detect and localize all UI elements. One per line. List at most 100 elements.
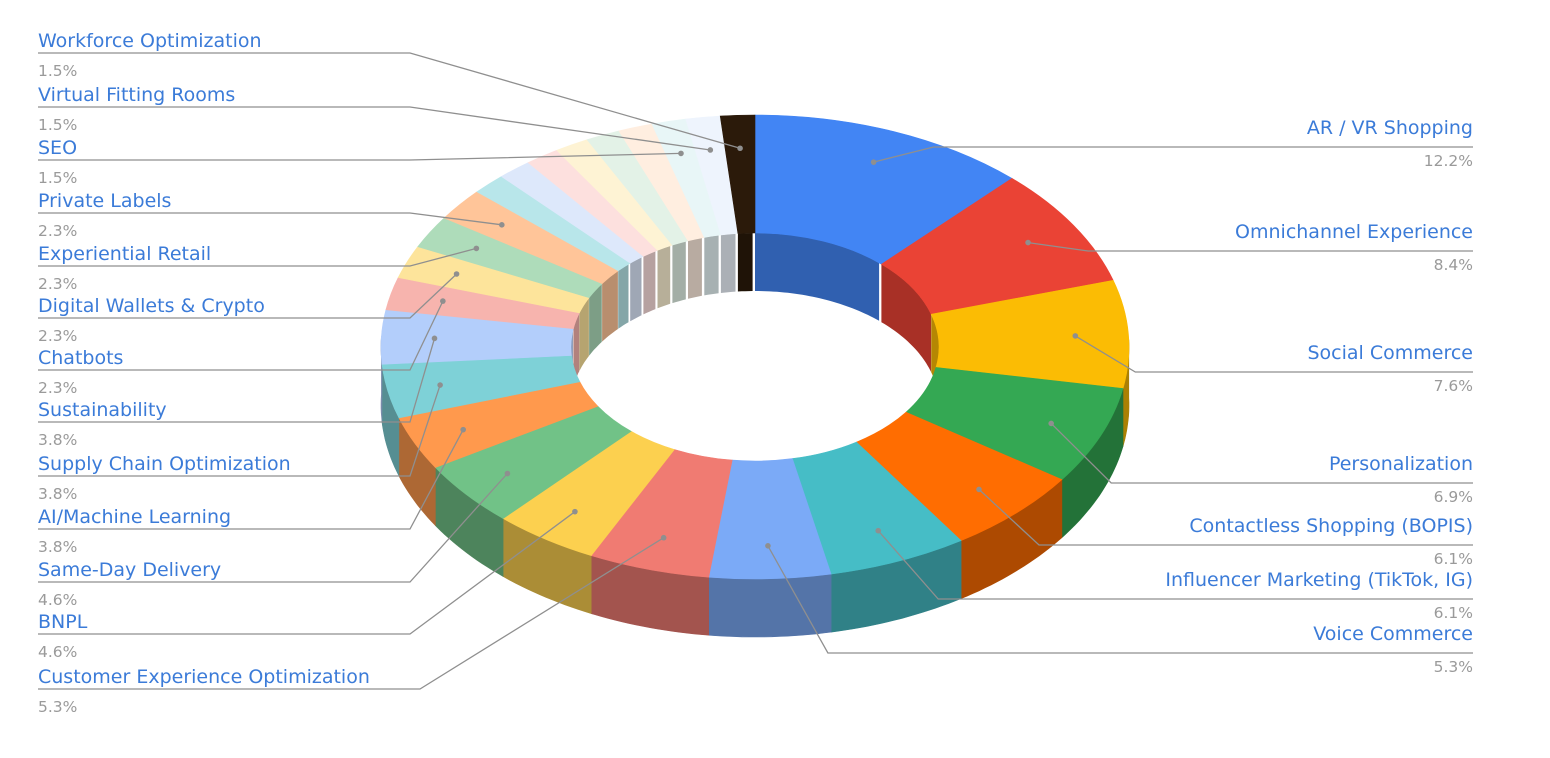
slice-inner-wall-24 xyxy=(720,233,736,293)
label-value: 2.3% xyxy=(38,327,77,345)
label-name: Chatbots xyxy=(38,347,123,369)
leader-line xyxy=(1028,241,1473,252)
label-value: 12.2% xyxy=(1424,152,1473,170)
leader-dot xyxy=(875,527,882,534)
leader-line xyxy=(38,537,665,690)
leader-dot xyxy=(440,298,446,304)
leader-dot xyxy=(572,508,578,515)
label-value: 2.3% xyxy=(38,379,77,397)
leader-line xyxy=(38,429,464,530)
label-value: 2.3% xyxy=(38,222,77,240)
slice-inner-wall-0 xyxy=(755,233,880,321)
donut-top-faces xyxy=(380,114,1130,580)
label-value: 3.8% xyxy=(38,431,77,449)
leader-dot xyxy=(460,426,466,433)
label-value: 7.6% xyxy=(1434,377,1473,395)
leader-dot xyxy=(473,245,480,252)
slice-inner-wall-17 xyxy=(618,264,629,329)
label-name: BNPL xyxy=(38,611,88,633)
label-value: 3.8% xyxy=(38,538,77,556)
label-name: Social Commerce xyxy=(1308,342,1474,364)
slice-inner-wall-13 xyxy=(573,313,580,387)
label-name: Voice Commerce xyxy=(1313,623,1473,645)
leader-line xyxy=(38,384,441,477)
leader-line xyxy=(38,106,711,151)
slice-inner-wall-1 xyxy=(881,264,932,372)
leader-line xyxy=(38,511,576,635)
leader-line xyxy=(38,212,502,226)
leader-dot xyxy=(976,486,982,493)
leader-dot xyxy=(870,159,877,165)
label-value: 8.4% xyxy=(1434,256,1473,274)
leader-line xyxy=(1050,422,1473,484)
leader-line xyxy=(38,300,444,371)
leader-dot xyxy=(737,145,743,152)
slice-inner-wall-19 xyxy=(643,251,656,315)
slice-inner-wall-25 xyxy=(737,233,753,292)
leader-dot xyxy=(765,542,771,549)
slice-inner-wall-23 xyxy=(704,235,719,296)
label-name: AI/Machine Learning xyxy=(38,506,231,528)
label-name: Private Labels xyxy=(38,190,171,212)
label-name: Supply Chain Optimization xyxy=(38,453,291,475)
leader-line xyxy=(767,545,1473,654)
label-name: Experiential Retail xyxy=(38,243,211,265)
label-value: 6.1% xyxy=(1434,550,1473,568)
leader-line xyxy=(38,273,458,319)
donut-side-walls xyxy=(380,233,1130,638)
label-value: 1.5% xyxy=(38,169,77,187)
slice-inner-wall-18 xyxy=(630,257,642,322)
leader-dot xyxy=(1048,420,1054,427)
label-value: 3.8% xyxy=(38,485,77,503)
leader-dot xyxy=(1025,239,1031,246)
slice-inner-wall-14 xyxy=(579,298,589,371)
label-name: Digital Wallets & Crypto xyxy=(38,295,265,317)
leader-dot xyxy=(453,271,460,277)
leader-lines xyxy=(38,52,1473,690)
label-name: Customer Experience Optimization xyxy=(38,666,370,688)
slice-0 xyxy=(754,114,1013,265)
slice-inner-wall-15 xyxy=(589,283,602,356)
label-name: Contactless Shopping (BOPIS) xyxy=(1189,515,1473,537)
leader-dot xyxy=(499,222,505,228)
label-name: Virtual Fitting Rooms xyxy=(38,84,235,106)
label-value: 1.5% xyxy=(38,116,77,134)
leader-line xyxy=(38,473,508,583)
label-name: Personalization xyxy=(1329,453,1473,475)
leader-line xyxy=(38,338,436,423)
leader-line xyxy=(38,247,477,267)
label-value: 2.3% xyxy=(38,275,77,293)
leader-line xyxy=(38,52,741,149)
leader-dot xyxy=(437,382,443,388)
label-value: 4.6% xyxy=(38,591,77,609)
slice-labels: AR / VR Shopping 12.2% Omnichannel Experie… xyxy=(38,30,1473,716)
leader-dot xyxy=(707,147,714,153)
leader-line xyxy=(873,146,1473,163)
label-name: Influencer Marketing (TikTok, IG) xyxy=(1165,569,1473,591)
label-name: Same-Day Delivery xyxy=(38,559,221,581)
label-value: 6.9% xyxy=(1434,488,1473,506)
label-name: Omnichannel Experience xyxy=(1235,221,1473,243)
label-value: 1.5% xyxy=(38,62,77,80)
leader-dot xyxy=(504,470,511,477)
slice-inner-wall-16 xyxy=(602,271,618,342)
label-value: 6.1% xyxy=(1434,604,1473,622)
leader-dot xyxy=(678,150,684,157)
label-name: Workforce Optimization xyxy=(38,30,262,52)
leader-line xyxy=(978,488,1473,546)
label-name: Sustainability xyxy=(38,399,167,421)
leader-line xyxy=(38,152,682,161)
leader-dot xyxy=(1072,333,1079,339)
slice-inner-wall-22 xyxy=(688,237,702,299)
label-name: SEO xyxy=(38,137,77,159)
slice-inner-wall-20 xyxy=(657,245,671,309)
leader-line xyxy=(1074,335,1473,373)
leader-dot xyxy=(431,335,438,342)
label-name: AR / VR Shopping xyxy=(1307,117,1473,139)
label-value: 5.3% xyxy=(38,698,77,716)
leader-dot xyxy=(660,534,667,541)
leader-line xyxy=(877,530,1473,600)
slice-outer-wall-6 xyxy=(708,573,832,638)
slice-inner-wall-21 xyxy=(672,241,686,304)
